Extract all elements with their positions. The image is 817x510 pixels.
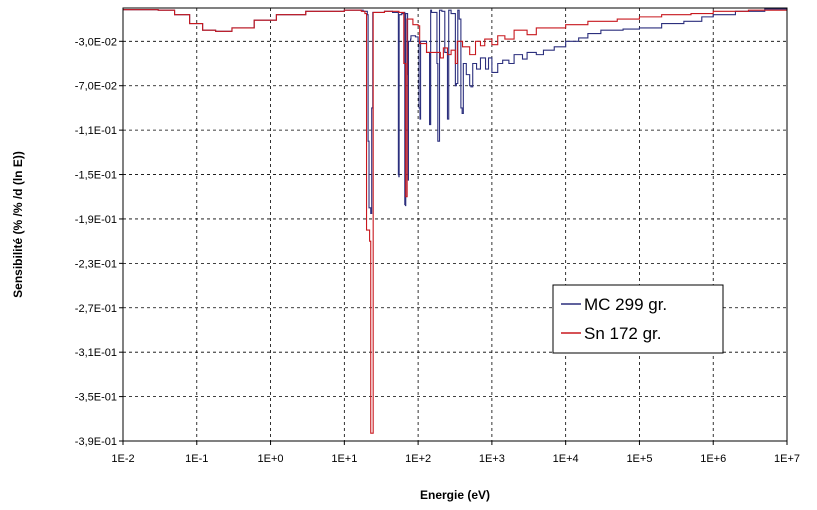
- x-tick-label: 1E+0: [258, 453, 284, 465]
- x-tick-label: 1E+6: [700, 453, 726, 465]
- y-axis-ticks: -3,0E-02 -7,0E-02 -1,1E-01 -1,5E-01 -1,9E-01…: [75, 36, 123, 448]
- x-axis-ticks: 1E-2 1E-1 1E+0 1E+1 1E+2 1E+3 1E+4 1E+5 1E+6 1E+7: [111, 441, 800, 465]
- y-axis-label: Sensibilité (% /% /d (ln E)): [11, 151, 25, 298]
- y-tick-label: -3,5E-01: [75, 392, 117, 404]
- y-tick-label: -1,5E-01: [75, 170, 117, 182]
- x-tick-label: 1E+4: [553, 453, 579, 465]
- plot-area: [123, 8, 787, 434]
- y-tick-label: -7,0E-02: [75, 81, 117, 93]
- y-tick-label: -3,9E-01: [75, 436, 117, 448]
- y-tick-label: -1,1E-01: [75, 125, 117, 137]
- legend-box: [552, 284, 724, 354]
- y-tick-label: -2,7E-01: [75, 303, 117, 315]
- plot-frame: [122, 7, 788, 442]
- legend-label: MC 299 gr.: [584, 295, 667, 314]
- series-line-2: [123, 8, 787, 434]
- x-tick-label: 1E+3: [479, 453, 505, 465]
- x-tick-label: 1E-1: [185, 453, 208, 465]
- x-tick-label: 1E+5: [626, 453, 652, 465]
- series-line-1: [123, 8, 787, 214]
- x-tick-label: 1E+2: [405, 453, 431, 465]
- x-tick-label: 1E-2: [111, 453, 134, 465]
- legend-label: Sn 172 gr.: [584, 324, 662, 343]
- y-tick-label: -3,0E-02: [75, 36, 117, 48]
- y-tick-label: -3,1E-01: [75, 347, 117, 359]
- y-tick-label: -1,9E-01: [75, 214, 117, 226]
- x-tick-label: 1E+1: [331, 453, 357, 465]
- x-tick-label: 1E+7: [774, 453, 800, 465]
- y-tick-label: -2,3E-01: [75, 258, 117, 270]
- x-axis-label: Energie (eV): [420, 488, 490, 502]
- legend: MC 299 gr. Sn 172 gr.: [552, 284, 724, 354]
